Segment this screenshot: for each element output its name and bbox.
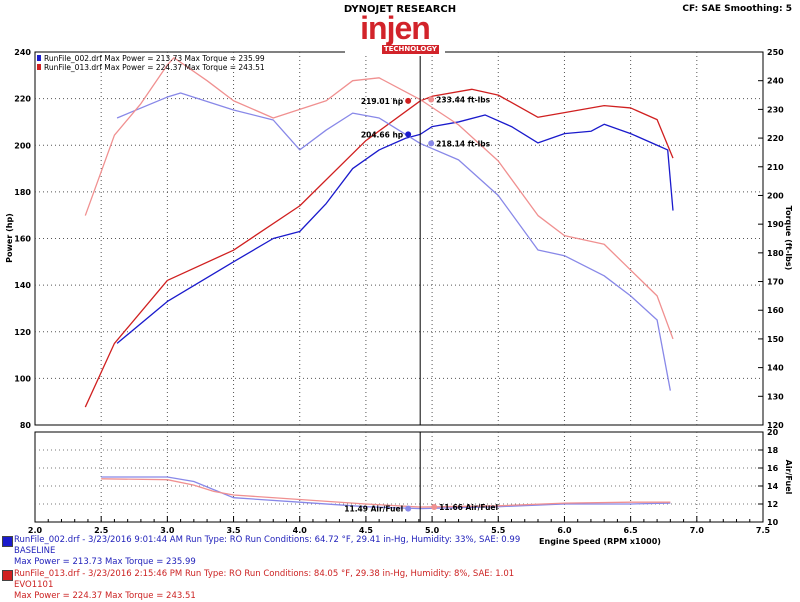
- afr-tick-label: 18: [767, 446, 779, 455]
- cursor-marker: [405, 131, 412, 138]
- run002-label: BASELINE: [14, 546, 56, 556]
- y-tick-label: 80: [20, 421, 32, 430]
- x-tick-label: 7.5: [756, 526, 771, 535]
- y-tick-label: 200: [14, 141, 31, 150]
- run002-info: RunFile_002.drf - 3/23/2016 9:01:44 AM R…: [2, 535, 521, 568]
- x-tick-label: 4.5: [359, 526, 374, 535]
- y2-tick-label: 210: [767, 163, 784, 172]
- afr-value-label: 11.49 Air/Fuel: [344, 505, 403, 514]
- x-tick-label: 5.5: [491, 526, 506, 535]
- afr-cursor-marker: [405, 505, 412, 512]
- afr-axis-label: Air/Fuel: [784, 460, 793, 495]
- x-tick-label: 5.0: [425, 526, 440, 535]
- y-tick-label: 240: [14, 48, 31, 57]
- y2-tick-label: 230: [767, 105, 784, 114]
- afr-tick-label: 16: [767, 464, 779, 473]
- y2-tick-label: 140: [767, 364, 784, 373]
- y2-axis-label: Torque (ft-lbs): [784, 206, 793, 271]
- afr-value-label: 11.66 Air/Fuel: [439, 503, 498, 512]
- cursor-marker: [405, 97, 412, 104]
- run013-swatch: [2, 570, 13, 581]
- y2-tick-label: 240: [767, 77, 784, 86]
- settings-readout: CF: SAE Smoothing: 5: [682, 4, 792, 14]
- run013-torque-line: [84, 57, 674, 340]
- afr-tick-label: 14: [767, 482, 779, 491]
- legend-swatch: [37, 64, 41, 70]
- y-tick-label: 120: [14, 328, 31, 337]
- run013-power-line: [84, 88, 674, 408]
- run013-max: Max Power = 224.37 Max Torque = 243.51: [14, 591, 196, 601]
- afr-tick-label: 10: [767, 518, 779, 527]
- injen-logo: injen TECHNOLOGY: [345, 12, 445, 56]
- legend-swatch: [37, 55, 41, 61]
- cursor-value-label: 204.66 hp: [361, 130, 404, 139]
- chart-header-title: DYNOJET RESEARCH: [343, 4, 457, 15]
- x-tick-label: 3.0: [160, 526, 175, 535]
- cursor-value-label: 218.14 ft-lbs: [436, 139, 490, 148]
- x-axis-label: Engine Speed (RPM x1000): [539, 537, 661, 546]
- y2-tick-label: 150: [767, 335, 784, 344]
- y2-tick-label: 220: [767, 134, 784, 143]
- x-tick-label: 2.5: [94, 526, 109, 535]
- run002-power-line: [116, 114, 674, 344]
- y-tick-label: 160: [14, 235, 31, 244]
- legend-entry: RunFile_002.drf Max Power = 213.73 Max T…: [44, 54, 265, 63]
- y2-tick-label: 120: [767, 421, 784, 430]
- run013-conditions: RunFile_013.drf - 3/23/2016 2:15:46 PM R…: [14, 569, 515, 579]
- cursor-value-label: 219.01 hp: [361, 97, 404, 106]
- run002-swatch: [2, 536, 13, 547]
- y2-tick-label: 180: [767, 249, 784, 258]
- y2-tick-label: 250: [767, 48, 784, 57]
- cursor-marker: [428, 96, 435, 103]
- cursor-value-label: 233.44 ft-lbs: [436, 96, 490, 105]
- legend-entry: RunFile_013.drf Max Power = 224.37 Max T…: [44, 63, 265, 72]
- afr-tick-label: 12: [767, 500, 778, 509]
- y-tick-label: 140: [14, 281, 31, 290]
- cursor-marker: [428, 140, 435, 147]
- x-tick-label: 7.0: [690, 526, 705, 535]
- y2-tick-label: 130: [767, 392, 784, 401]
- run002-conditions: RunFile_002.drf - 3/23/2016 9:01:44 AM R…: [14, 535, 521, 545]
- x-tick-label: 6.0: [557, 526, 572, 535]
- y2-tick-label: 200: [767, 191, 784, 200]
- x-tick-label: 4.0: [293, 526, 308, 535]
- x-tick-label: 2.0: [28, 526, 43, 535]
- y-tick-label: 180: [14, 188, 31, 197]
- x-tick-label: 6.5: [624, 526, 639, 535]
- run002-torque-line: [116, 92, 671, 391]
- run013-info: RunFile_013.drf - 3/23/2016 2:15:46 PM R…: [2, 569, 515, 602]
- run013-label: EVO1101: [14, 580, 54, 590]
- run002-max: Max Power = 213.73 Max Torque = 235.99: [14, 557, 196, 567]
- y-axis-label: Power (hp): [5, 213, 14, 263]
- y2-tick-label: 160: [767, 306, 784, 315]
- afr-plot-frame: [34, 431, 764, 523]
- y-tick-label: 220: [14, 95, 31, 104]
- y2-tick-label: 190: [767, 220, 784, 229]
- afr-tick-label: 20: [767, 428, 779, 437]
- run013-afr-line: [101, 478, 671, 508]
- run002-afr-line: [101, 476, 671, 510]
- y2-tick-label: 170: [767, 278, 784, 287]
- y-tick-label: 100: [14, 374, 31, 383]
- x-tick-label: 3.5: [226, 526, 241, 535]
- afr-cursor-marker: [431, 504, 438, 511]
